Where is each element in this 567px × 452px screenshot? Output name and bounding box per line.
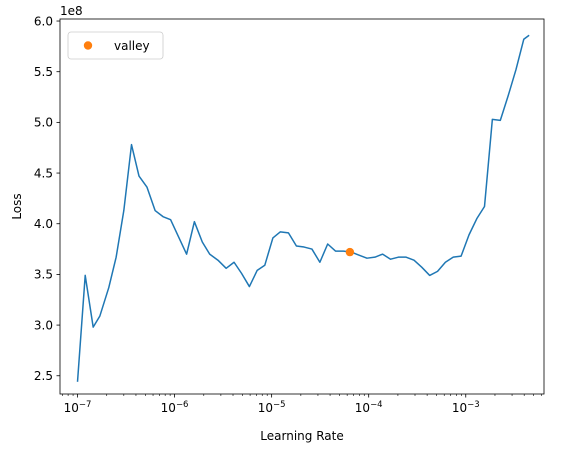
x-tick-label-base: 10 [452, 401, 467, 415]
x-tick-label: 10−5 [258, 400, 286, 415]
x-tick-label-exponent: −5 [273, 400, 286, 410]
x-tick-label-exponent: −4 [370, 400, 383, 410]
y-tick-label: 5.5 [34, 65, 53, 79]
plot-content [76, 34, 530, 382]
x-axis-label: Learning Rate [260, 429, 343, 443]
x-tick-label: 10−7 [64, 400, 92, 415]
x-tick-label-exponent: −3 [467, 400, 480, 410]
x-tick-label: 10−6 [161, 400, 189, 415]
y-tick-label: 4.5 [34, 166, 53, 180]
y-axis-label: Loss [10, 193, 24, 219]
y-tick-label: 6.0 [34, 14, 53, 28]
x-tick-label-base: 10 [258, 401, 273, 415]
legend-box [67, 31, 164, 60]
y-tick-label: 3.0 [34, 318, 53, 332]
loss-series-line [76, 34, 530, 382]
x-tick-label-base: 10 [64, 401, 79, 415]
y-tick-label: 5.0 [34, 116, 53, 130]
x-tick-label: 10−3 [452, 400, 480, 415]
x-tick-label-base: 10 [355, 401, 370, 415]
y-tick-label: 3.5 [34, 268, 53, 282]
y-axis: 2.5 3.0 3.5 4.0 4.5 5.0 5.5 6.0 [34, 14, 60, 383]
y-tick-label: 2.5 [34, 369, 53, 383]
axes-frame [59, 18, 545, 395]
legend: valley [67, 31, 164, 60]
valley-marker-point [345, 247, 355, 257]
x-tick-label-base: 10 [161, 401, 176, 415]
legend-valley-label: valley [114, 39, 150, 53]
x-tick-label-exponent: −7 [79, 400, 92, 410]
x-axis: 10−7 10−6 10−5 10−4 10−3 [62, 394, 542, 415]
x-tick-label-exponent: −6 [176, 400, 189, 410]
y-tick-label: 4.0 [34, 217, 53, 231]
x-tick-label: 10−4 [355, 400, 383, 415]
legend-valley-marker [83, 41, 93, 50]
y-axis-offset-text: 1e8 [60, 4, 83, 18]
